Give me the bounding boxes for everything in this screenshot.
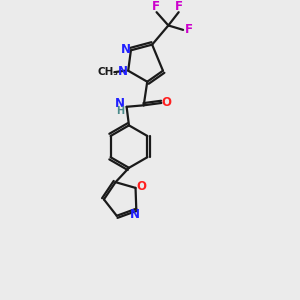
Text: F: F bbox=[152, 0, 160, 14]
Text: N: N bbox=[130, 208, 140, 221]
Text: O: O bbox=[162, 97, 172, 110]
Text: F: F bbox=[184, 23, 192, 36]
Text: N: N bbox=[121, 43, 130, 56]
Text: CH₃: CH₃ bbox=[98, 67, 119, 77]
Text: H: H bbox=[116, 106, 124, 116]
Text: O: O bbox=[136, 180, 146, 193]
Text: N: N bbox=[115, 97, 125, 110]
Text: F: F bbox=[175, 0, 183, 14]
Text: N: N bbox=[118, 65, 128, 78]
